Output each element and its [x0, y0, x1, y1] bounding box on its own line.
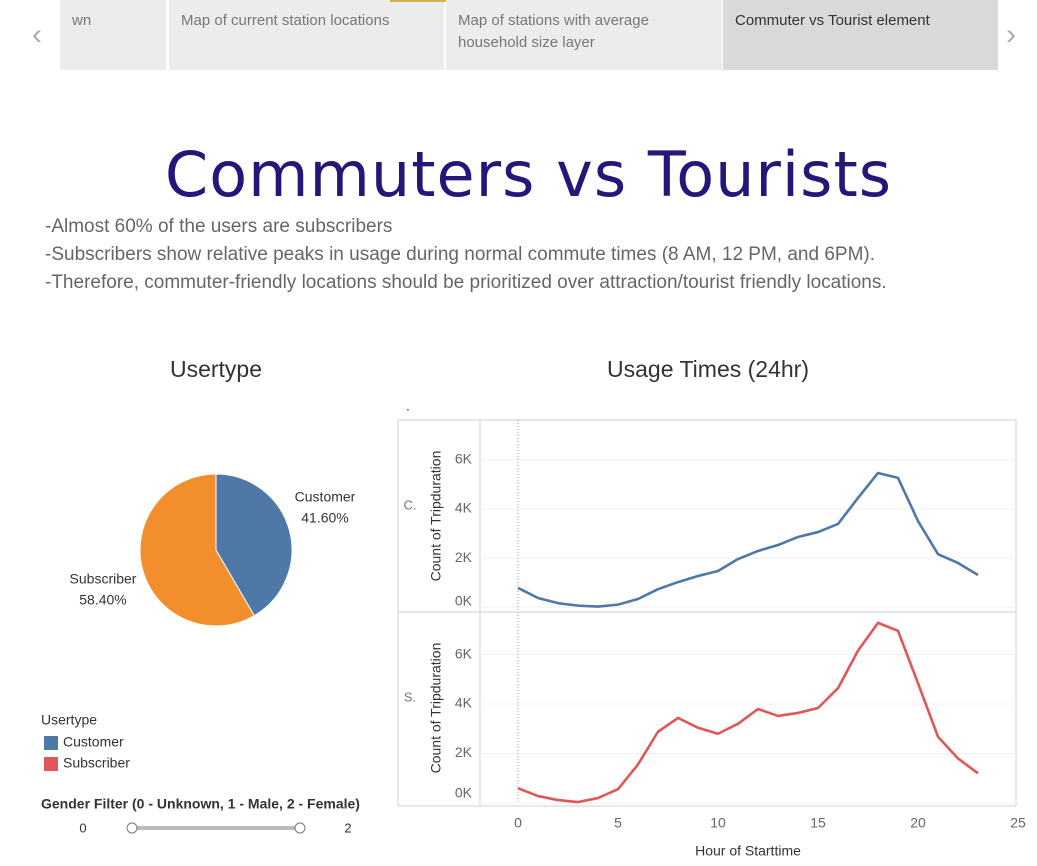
plot-frame	[397, 419, 1017, 807]
y-tick-label: 6K	[455, 645, 473, 661]
tab[interactable]: Map of current station locations	[169, 0, 444, 70]
x-tick-label: 0	[514, 815, 522, 831]
slice-label: Customer	[295, 489, 356, 505]
slider-handle[interactable]	[126, 822, 138, 834]
y-tick-label: 0K	[455, 593, 473, 609]
slider-handle[interactable]	[294, 822, 306, 834]
row-label: C.	[404, 497, 417, 512]
tab-indicator	[390, 0, 448, 2]
slice-value-label: 41.60%	[301, 510, 348, 526]
chart-title: Usertype	[170, 356, 262, 382]
data-line	[517, 471, 979, 608]
slice-label: Subscriber	[70, 571, 137, 587]
filter-label: Gender Filter (0 - Unknown, 1 - Male, 2 …	[41, 796, 360, 812]
tab[interactable]: wn	[60, 0, 166, 70]
prev-arrow[interactable]: ‹	[32, 18, 42, 51]
next-arrow[interactable]: ›	[1006, 18, 1016, 51]
note: -Therefore, commuter-friendly locations …	[45, 272, 887, 293]
chart-title: Usage Times (24hr)	[607, 356, 809, 382]
legend-swatch	[44, 736, 58, 750]
x-tick-label: 10	[710, 815, 726, 831]
slice-value-label: 58.40%	[79, 592, 126, 608]
legend-label: Subscriber	[63, 755, 130, 771]
y-tick-label: 6K	[455, 451, 473, 467]
notes: -Almost 60% of the users are subscribers…	[45, 213, 940, 297]
tab[interactable]: Map of stations with average household s…	[446, 0, 722, 70]
x-tick-label: 25	[1010, 815, 1026, 831]
filter-min: 0	[79, 820, 86, 835]
pie-slice	[215, 473, 293, 617]
y-tick-label: 4K	[455, 500, 473, 516]
x-tick-label: 15	[810, 815, 826, 831]
x-tick-label: 20	[910, 815, 926, 831]
filter-max: 2	[344, 820, 351, 835]
y-tick-label: 2K	[455, 744, 473, 760]
story-title: Commuters vs Tourists	[164, 138, 893, 211]
pie-slice	[139, 473, 255, 627]
legend-label: Customer	[63, 734, 124, 750]
y-axis-label: Count of Tripduration	[428, 451, 444, 582]
row-label: S.	[404, 689, 416, 704]
tab-active[interactable]: Commuter vs Tourist element	[723, 0, 998, 70]
y-tick-label: 4K	[455, 695, 473, 711]
data-line	[517, 621, 979, 804]
y-tick-label: 2K	[455, 549, 473, 565]
y-tick-label: 0K	[455, 785, 473, 801]
note: -Almost 60% of the users are subscribers	[45, 216, 393, 237]
legend-swatch	[44, 757, 58, 771]
note: -Subscribers show relative peaks in usag…	[45, 244, 876, 265]
y-axis-label: Count of Tripduration	[428, 643, 444, 774]
slider-track	[132, 826, 300, 830]
annotation: .	[406, 398, 410, 414]
x-tick-label: 5	[614, 815, 622, 831]
legend-title: Usertype	[41, 712, 97, 728]
x-axis-label: Hour of Starttime	[695, 843, 801, 859]
